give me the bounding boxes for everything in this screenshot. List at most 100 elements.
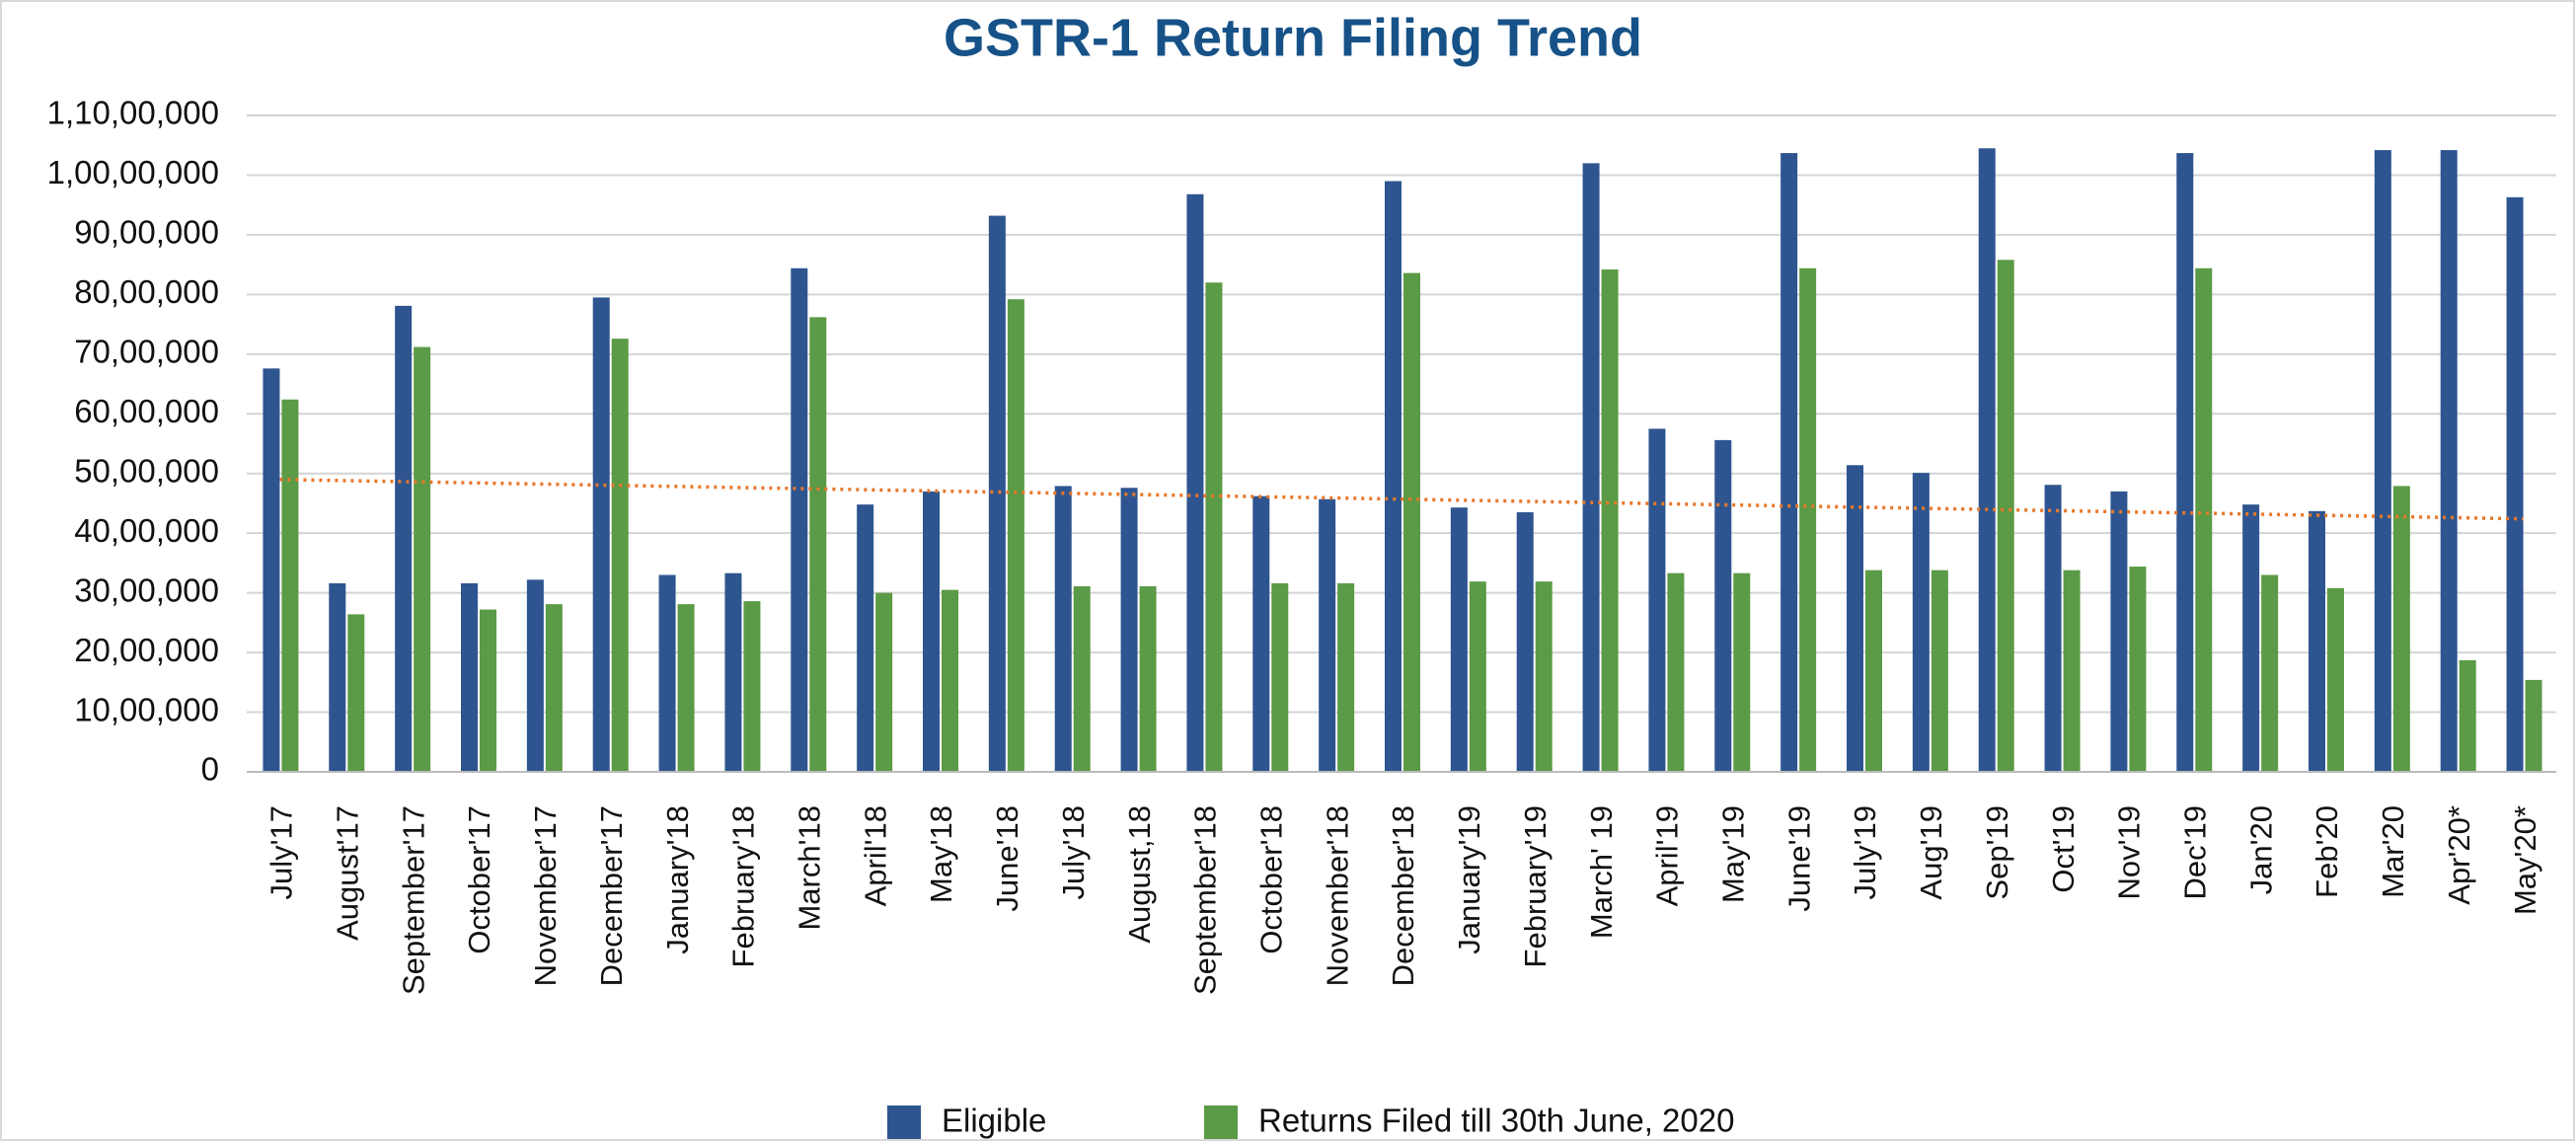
x-tick-label: October'18 <box>1253 805 1288 954</box>
x-tick-label: May'18 <box>924 805 958 903</box>
x-tick-label: July'19 <box>1848 805 1882 900</box>
bar <box>988 215 1006 773</box>
x-tick-label: Sep'19 <box>1980 805 2014 900</box>
y-tick-label: 90,00,000 <box>74 214 219 251</box>
bar <box>592 297 610 772</box>
x-tick-label: Mar'20 <box>2376 805 2410 898</box>
bar <box>1252 495 1270 772</box>
bar <box>1139 585 1157 772</box>
x-tick-label: Jan'20 <box>2243 805 2278 894</box>
chart-title: GSTR-1 Return Filing Trend <box>944 8 1642 67</box>
bar <box>2110 491 2128 772</box>
bar <box>545 604 563 772</box>
y-tick-label: 60,00,000 <box>74 393 219 429</box>
bar <box>875 592 893 772</box>
bar <box>1516 512 1534 772</box>
legend-label: Eligible <box>942 1103 1046 1139</box>
bar <box>2261 574 2279 772</box>
x-tick-label: August,18 <box>1122 805 1157 944</box>
y-tick-label: 50,00,000 <box>74 452 219 489</box>
x-tick-label: July'18 <box>1056 805 1091 900</box>
x-tick-label: March'18 <box>792 805 826 931</box>
bar <box>526 579 544 772</box>
bar <box>1385 181 1402 772</box>
bar <box>1073 585 1091 772</box>
bar <box>263 368 280 772</box>
y-tick-label: 70,00,000 <box>74 334 219 370</box>
bar <box>2459 659 2476 772</box>
x-tick-label: May'20* <box>2508 805 2542 915</box>
bar <box>2176 153 2194 772</box>
x-tick-label: July'17 <box>265 805 299 900</box>
bar <box>347 614 365 772</box>
y-tick-label: 80,00,000 <box>74 273 219 310</box>
x-tick-label: Apr'20* <box>2442 805 2476 905</box>
bar <box>1205 282 1223 772</box>
bar <box>1733 572 1751 772</box>
legend-swatch <box>887 1105 921 1139</box>
y-tick-label: 30,00,000 <box>74 571 219 608</box>
x-tick-label: February'18 <box>726 805 761 967</box>
bar <box>2129 567 2147 772</box>
bar <box>461 582 478 772</box>
bar <box>1450 507 1468 772</box>
bar <box>395 305 413 772</box>
bar <box>1319 498 1336 772</box>
x-tick-label: December'18 <box>1386 805 1420 986</box>
bar <box>281 399 299 772</box>
bar <box>1847 465 1863 772</box>
bar <box>809 317 827 772</box>
bar <box>1714 439 1732 772</box>
bar <box>2242 504 2260 772</box>
bar <box>480 609 496 772</box>
bar <box>1799 267 1817 772</box>
x-tick-label: Oct'19 <box>2046 805 2081 893</box>
bar <box>724 572 742 772</box>
y-tick-label: 1,00,00,000 <box>47 154 219 190</box>
bar <box>942 589 958 772</box>
bar <box>2440 150 2458 773</box>
bar <box>2063 570 2081 772</box>
bar <box>2506 196 2524 772</box>
bar <box>1120 488 1138 772</box>
bar <box>1648 428 1666 772</box>
bar <box>1931 570 1948 772</box>
x-tick-label: November'17 <box>528 805 563 986</box>
bar <box>658 574 676 772</box>
x-tick-label: November'18 <box>1320 805 1354 986</box>
x-tick-label: October'17 <box>462 805 496 954</box>
bar <box>2309 510 2325 772</box>
bar <box>329 582 346 772</box>
bar <box>2392 486 2410 772</box>
bar <box>1054 486 1072 772</box>
bar <box>1865 570 1882 772</box>
x-tick-label: January'19 <box>1452 805 1486 954</box>
y-tick-label: 20,00,000 <box>74 632 219 668</box>
bar <box>1978 148 1996 772</box>
bar <box>1007 299 1024 772</box>
x-tick-label: Nov'19 <box>2112 805 2147 900</box>
x-tick-label: February'19 <box>1518 805 1553 967</box>
bar <box>743 601 761 772</box>
x-tick-label: Feb'20 <box>2310 805 2344 898</box>
y-tick-label: 1,10,00,000 <box>47 95 219 131</box>
bar <box>1912 473 1930 772</box>
bar <box>1271 582 1289 772</box>
x-tick-label: December'17 <box>594 805 629 986</box>
x-tick-label: January'18 <box>660 805 695 954</box>
bar <box>611 339 629 772</box>
bar <box>677 604 695 772</box>
bar <box>1582 163 1600 772</box>
bar <box>791 267 808 772</box>
x-tick-label: June'19 <box>1781 805 1816 912</box>
bar <box>1535 581 1553 772</box>
bar <box>2525 679 2542 772</box>
legend-label: Returns Filed till 30th June, 2020 <box>1258 1103 1734 1139</box>
x-tick-label: March' 19 <box>1584 805 1619 939</box>
bar <box>2044 485 2062 772</box>
bar <box>1337 582 1355 772</box>
bar <box>1601 268 1619 772</box>
bar <box>414 346 431 772</box>
bar <box>1403 272 1420 772</box>
